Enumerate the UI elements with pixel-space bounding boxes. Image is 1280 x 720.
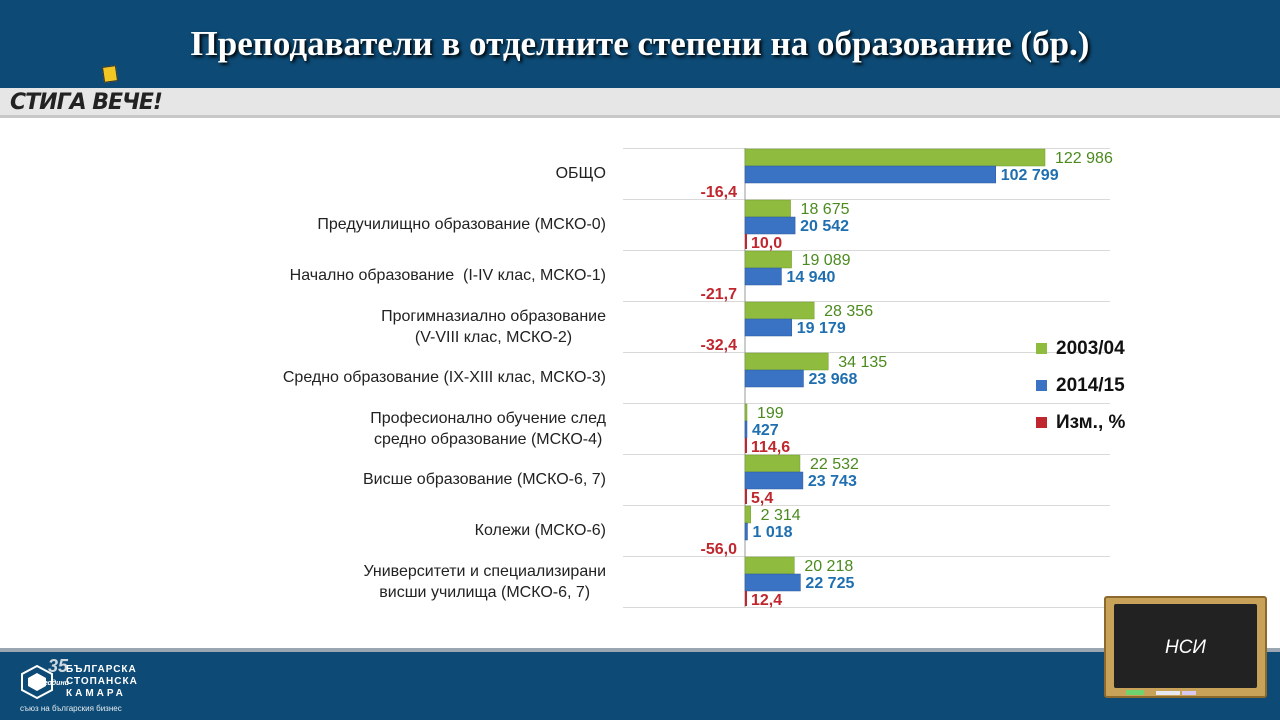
legend-item-change: Изм., % [1036,404,1125,441]
bsk-line2: СТОПАНСКА [66,676,138,687]
category-label: Университети и специализирани висши учил… [363,562,606,601]
category-label: Професионално обучение след средно образ… [370,409,606,448]
category-label: Начално образование (I-IV клас, МСКО-1) [289,267,606,284]
label-change: 12,4 [751,592,782,609]
legend-label-change: Изм., % [1056,411,1126,433]
source-label: НСИ [1164,637,1207,658]
label-2014: 14 940 [786,269,835,286]
legend-swatch-change [1036,417,1047,428]
bar-2003 [744,199,791,218]
label-change: -16,4 [701,184,738,201]
bar-2014 [744,471,804,490]
bar-2014 [744,573,801,592]
label-change: 10,0 [751,235,782,252]
label-2014: 102 799 [1001,167,1059,184]
bar-2014 [744,369,804,388]
bsk-tagline: съюз на българския бизнес [20,704,122,713]
stiga-veche-logo: СТИГА ВЕЧЕ! [10,65,163,115]
label-change: -56,0 [701,541,738,558]
label-2003: 122 986 [1055,150,1113,167]
bar-2014 [744,522,748,541]
bsk-emblem-icon [21,664,53,700]
category-label: Предучилищно образование (МСКО-0) [317,216,606,233]
header-bar [0,0,1280,88]
legend-label-2014: 2014/15 [1056,374,1125,396]
bsk-line1: БЪЛГАРСКА [66,664,137,675]
legend-item-2003: 2003/04 [1036,330,1125,367]
footer-bar [0,648,1280,720]
bar-2014 [744,165,997,184]
label-change: 114,6 [751,439,790,456]
category-label: Висше образование (МСКО-6, 7) [363,471,606,488]
label-change: -21,7 [701,286,738,303]
bar-2014 [744,216,796,235]
category-label: Колежи (МСКО-6) [474,522,606,539]
label-2003: 19 089 [802,252,851,269]
chalkboard-surface: НСИ [1114,604,1257,688]
chalk-green-icon [1126,690,1144,695]
category-label: Прогимназиално образование (V-VIII клас,… [381,307,606,346]
label-2014: 23 743 [808,473,857,490]
bar-2014 [744,420,748,439]
chalk-white-icon [1156,691,1180,695]
label-2003: 199 [757,405,784,422]
chalk-lilac-icon [1182,691,1196,695]
bar-2003 [744,148,1046,167]
label-2014: 427 [752,422,779,439]
bar-2003 [744,505,751,524]
stiga-veche-logo-text: СТИГА ВЕЧЕ! [10,90,163,115]
page-title: Преподаватели в отделните степени на обр… [190,24,1090,63]
label-2003: 20 218 [804,558,853,575]
label-2003: 28 356 [824,303,873,320]
label-2014: 1 018 [752,524,792,541]
label-2014: 19 179 [797,320,846,337]
label-2014: 20 542 [800,218,849,235]
bar-2003 [744,301,815,320]
logo-banner [0,88,1280,118]
label-change: 5,4 [751,490,773,507]
label-2003: 34 135 [838,354,887,371]
label-2003: 22 532 [810,456,859,473]
legend-item-2014: 2014/15 [1036,367,1125,404]
label-change: -32,4 [701,337,738,354]
legend-label-2003: 2003/04 [1056,337,1125,359]
label-2014: 23 968 [808,371,857,388]
chart-legend: 2003/04 2014/15 Изм., % [1036,330,1125,441]
legend-swatch-2003 [1036,343,1047,354]
bsk-years: 35 [48,656,69,676]
bar-2014 [744,267,782,286]
bsk-line3: КАМАРА [66,688,126,699]
bar-2003 [744,454,801,473]
bar-2003 [744,352,829,371]
bar-2003 [744,250,792,269]
legend-swatch-2014 [1036,380,1047,391]
label-2003: 18 675 [801,201,850,218]
category-label: ОБЩО [555,165,606,182]
category-label: Средно образование (IX-XIII клас, МСКО-3… [282,369,606,386]
label-2003: 2 314 [761,507,801,524]
bar-2003 [744,556,795,575]
label-2014: 22 725 [805,575,854,592]
chalkboard: НСИ [1104,596,1267,698]
bsk-years-word: години [44,680,69,687]
bar-2003 [744,403,748,422]
bar-2014 [744,318,793,337]
